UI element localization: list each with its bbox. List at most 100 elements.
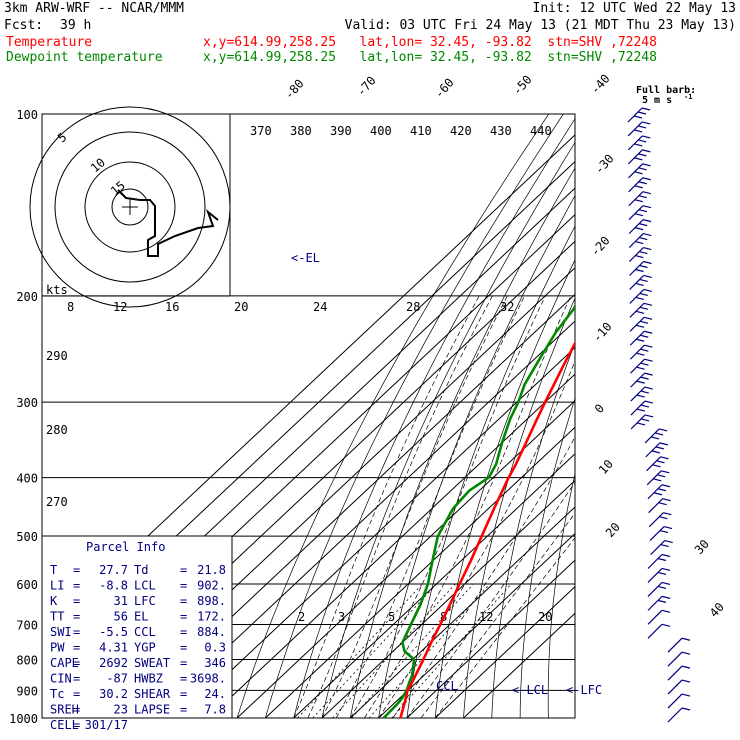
dry-adiabat-line <box>378 194 575 718</box>
parcel-param-value: 7.8 <box>204 703 226 717</box>
parcel-param-value: 4.31 <box>99 641 128 655</box>
wind-barb-flag <box>642 163 651 167</box>
wind-barb <box>630 372 653 388</box>
wind-barb-flag <box>634 171 643 175</box>
wind-barb-staff <box>648 512 664 528</box>
wind-barb-flag <box>664 539 673 544</box>
wind-barb-flag <box>663 526 673 530</box>
parcel-param-eq: = <box>180 610 187 624</box>
wind-barb-flag <box>642 149 651 153</box>
parcel-param-value: 30.2 <box>99 687 128 701</box>
wind-barb-staff <box>629 261 644 276</box>
pressure-tick-label: 300 <box>16 396 38 410</box>
parcel-param-value: -87 <box>106 672 128 686</box>
chart-annotation: CCL <box>436 679 458 693</box>
hodograph-speed-label: 16 <box>165 300 179 314</box>
wind-barb-flag <box>660 456 669 460</box>
dewpoint-label: Dewpoint temperature <box>6 50 163 65</box>
parcel-info-row: CIN = -87 HWBZ = 3698. <box>50 672 226 686</box>
wind-barb <box>628 163 651 179</box>
hodograph-ring <box>54 131 206 283</box>
wind-barb <box>667 665 691 681</box>
barb-key-units: 5 m s <box>642 95 672 106</box>
wind-barb <box>628 232 652 249</box>
mixing-ratio-label: 12 <box>479 610 493 624</box>
moist-adiabat-line <box>307 295 493 718</box>
wind-barb-flag <box>635 310 645 314</box>
wind-barb-flag <box>642 135 651 139</box>
isotherm-line <box>321 479 575 718</box>
wind-barb <box>629 260 652 276</box>
parcel-param-eq: = <box>73 641 80 655</box>
isotherm-label: 0 <box>592 401 607 416</box>
wind-barb-flag <box>661 595 671 599</box>
wind-barb <box>628 219 652 235</box>
wind-barb-flag <box>635 268 644 273</box>
wind-barb-staff <box>628 163 643 179</box>
wind-barb <box>628 191 651 207</box>
wind-barb-flag <box>640 348 649 352</box>
theta-e-label: 440 <box>530 124 552 138</box>
dry-adiabat-line <box>236 114 549 718</box>
isotherm-label: -20 <box>588 234 613 259</box>
parcel-param-value: 2692 <box>99 656 128 670</box>
hodograph-speed-label: 20 <box>234 300 248 314</box>
wind-barb-staff <box>629 275 645 290</box>
pressure-tick-label: 700 <box>16 618 38 632</box>
wind-barb <box>629 302 653 318</box>
isotherm-label: -80 <box>282 77 307 102</box>
parcel-param-name: CAPE <box>50 656 79 670</box>
wind-barb <box>646 456 669 472</box>
wind-barb-flag <box>636 352 645 356</box>
wind-barb-flag <box>644 386 653 390</box>
mixing-ratio-line <box>297 583 423 718</box>
hodograph-ring <box>29 106 231 308</box>
wind-barb <box>647 484 671 500</box>
wind-barb <box>627 121 651 137</box>
hodograph-ring-label: 15 <box>108 178 128 198</box>
wind-barb <box>630 400 654 416</box>
parcel-param-name: EL <box>134 610 148 624</box>
wind-barb-flag <box>652 464 661 468</box>
wind-barb-flag <box>639 320 649 324</box>
isotherm-line <box>463 612 575 718</box>
parcel-param-name: SWEAT <box>134 656 170 670</box>
isotherm-line <box>151 320 575 718</box>
init-time: Init: 12 UTC Wed 22 May 13 <box>532 1 737 16</box>
wind-barb-flag <box>681 651 691 655</box>
pressure-tick-label: 800 <box>16 653 38 667</box>
parcel-param-eq: = <box>73 579 80 593</box>
wind-barb-staff <box>627 107 643 123</box>
parcel-param-value: 31 <box>114 594 128 608</box>
parcel-info-row: SWI = -5.5 CCL = 884. <box>50 625 226 639</box>
wind-barb <box>648 498 671 514</box>
wind-barb-flag <box>634 199 643 203</box>
parcel-param-name: PW <box>50 641 65 655</box>
dewpoint-profile-line <box>382 303 575 718</box>
parcel-param-name: CCL <box>134 625 156 639</box>
wind-barb-flag <box>641 121 651 125</box>
hodograph-speed-label: 32 <box>500 300 514 314</box>
wind-barb-staff <box>667 679 683 695</box>
parcel-info-row: LI = -8.8 LCL = 902. <box>50 579 226 593</box>
wind-barb-staff <box>645 442 661 458</box>
moist-adiabat-line <box>434 537 575 718</box>
hodograph-ring <box>111 188 149 226</box>
wind-barb-flag <box>638 223 648 227</box>
parcel-param-name: HWBZ <box>134 672 163 686</box>
dry-adiabat-line <box>519 397 575 718</box>
parcel-info-row: K = 31 LFC = 898. <box>50 594 226 608</box>
wind-barb-flag <box>651 436 660 440</box>
wind-barb-flag <box>660 543 669 548</box>
dry-adiabat-line <box>321 141 575 718</box>
wind-barb-staff <box>628 205 644 221</box>
hodograph-ring <box>84 161 176 253</box>
wind-barb-flag <box>643 288 652 292</box>
parcel-param-name: K <box>50 594 58 608</box>
dry-adiabat-line <box>602 114 739 718</box>
wind-barb-flag <box>635 296 644 300</box>
parcel-param-name: LAPSE <box>134 703 170 717</box>
wind-barb <box>647 581 671 597</box>
hodograph-ring-label: 5 <box>55 130 70 145</box>
wind-barb-flag <box>663 512 672 516</box>
